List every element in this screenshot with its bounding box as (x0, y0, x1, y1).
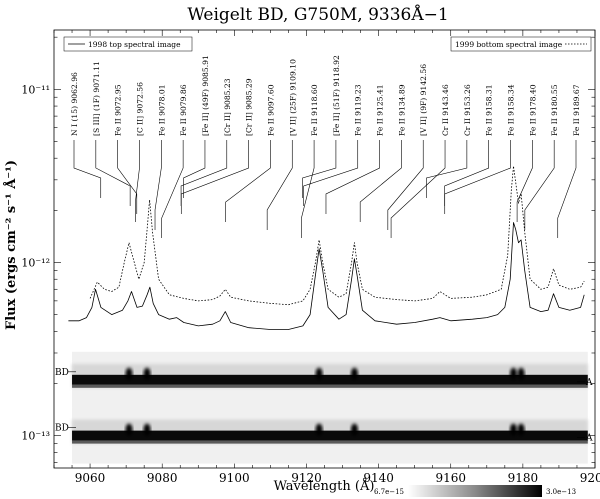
line-id-marker (444, 140, 511, 214)
line-id-label: Fe II 9072.95 (114, 84, 123, 136)
line-id-marker (180, 140, 228, 206)
line-id-label: Fe II 9158.31 (485, 84, 494, 136)
spectral-image-right-label: A (585, 378, 593, 388)
line-id-marker (390, 140, 446, 238)
line-id-marker (325, 140, 380, 214)
line-id-label: Fe II 9178.40 (528, 84, 537, 136)
line-id-marker (117, 140, 138, 214)
x-tick-label: 9100 (219, 471, 250, 485)
line-id-label: Fe II 9134.89 (397, 84, 406, 136)
emission-blob (125, 367, 133, 380)
legend-solid: 1998 top spectral image (63, 36, 193, 52)
spectral-image-2: BD A (55, 407, 593, 464)
line-id-marker (95, 140, 131, 206)
x-tick-label: 9160 (435, 471, 466, 485)
spectrum-series-1 (68, 222, 585, 330)
emission-blob (509, 423, 517, 436)
emission-blob (315, 367, 323, 380)
colorbar: 6.7e−15 3.0e−13 (374, 485, 576, 497)
line-id-label: Fe II 9097.60 (266, 84, 275, 136)
line-id-label: N I (15) 9062.96 (70, 72, 79, 136)
line-id-marker (225, 140, 271, 222)
emission-blob (143, 367, 151, 380)
line-id-marker (359, 140, 402, 222)
line-id-marker (73, 140, 102, 198)
legend-solid-label: 1998 top spectral image (88, 40, 181, 49)
line-id-label: Fe II 9118.60 (310, 84, 319, 136)
emission-blob (125, 423, 133, 436)
emission-blob (350, 367, 358, 380)
x-tick-label: 9080 (147, 471, 178, 485)
spectral-image-1: BD A (55, 351, 593, 408)
line-id-label: [S III] (1F) 9071.11 (92, 61, 101, 136)
line-id-label: [Cr II] 9085.29 (245, 78, 254, 136)
line-id-label: Cr II 9153.26 (463, 84, 472, 136)
line-id-marker (180, 140, 249, 214)
line-id-marker (161, 140, 184, 238)
y-axis-label: Flux (ergs cm⁻² s⁻¹ Å⁻¹) (3, 160, 19, 330)
spectral-image-left-label: BD (55, 424, 69, 434)
emission-blob (517, 423, 525, 436)
line-id-marker (426, 140, 468, 198)
line-id-marker (301, 140, 315, 238)
line-id-marker (557, 140, 577, 238)
line-id-marker (516, 140, 533, 222)
colorbar-min-label: 6.7e−15 (374, 488, 404, 496)
line-id-marker (302, 140, 337, 198)
y-tick-label: 10⁻¹² (21, 256, 50, 269)
x-tick-label: 9140 (363, 471, 394, 485)
x-tick-label: 9200 (580, 471, 600, 485)
legend-dotted: 1999 bottom spectral image (450, 36, 592, 52)
line-id-marker (135, 140, 140, 222)
x-tick-label: 9120 (291, 471, 322, 485)
y-tick-label: 10⁻¹³ (21, 430, 50, 443)
emission-blob (143, 423, 151, 436)
chart-title: Weigelt BD, G750M, 9336Å−1 (187, 4, 448, 25)
spectral-image-right-label: A (585, 434, 593, 444)
line-id-label: Fe II 9180.55 (550, 84, 559, 136)
line-id-label: Fe II 9158.34 (507, 84, 516, 136)
legend-dotted-label: 1999 bottom spectral image (455, 40, 563, 49)
spectral-image-left-label: BD (55, 368, 69, 378)
x-tick-label: 9060 (75, 471, 106, 485)
line-id-label: [Fe II] (51F) 9118.92 (332, 55, 341, 136)
emission-blob (517, 367, 525, 380)
line-id-label: Fe II 9125.41 (376, 84, 385, 136)
y-tick-label: 10⁻¹¹ (21, 83, 50, 96)
line-id-label: Cr II 9143.46 (441, 84, 450, 136)
line-id-label: [Fe II] (49F) 9085.91 (201, 55, 210, 136)
emission-blob (509, 367, 517, 380)
colorbar-max-label: 3.0e−13 (546, 488, 576, 496)
emission-blob (315, 423, 323, 436)
colorbar-gradient (408, 485, 542, 497)
line-id-label: Fe II 9189.67 (572, 84, 581, 136)
line-id-marker (154, 140, 162, 230)
emission-blob (350, 423, 358, 436)
line-id-marker (387, 140, 424, 230)
spectrum-series-2 (89, 165, 585, 306)
line-id-label: Fe II 9079.86 (179, 84, 188, 136)
x-axis-label: Wavelength (Å) (274, 478, 375, 494)
line-id-marker (183, 140, 206, 198)
line-id-label: [C II] 9072.56 (135, 82, 144, 136)
line-id-marker (266, 140, 293, 230)
x-tick-label: 9180 (508, 471, 539, 485)
line-id-label: [V II] (25F) 9109.10 (288, 59, 297, 136)
line-id-marker (524, 140, 555, 230)
line-id-label: [V II] (9F) 9142.56 (419, 64, 428, 136)
line-id-label: Fe II 9119.23 (354, 84, 363, 136)
line-id-label: [Cr II] 9085.23 (223, 78, 232, 136)
line-id-marker (303, 140, 359, 206)
line-id-label: Fe II 9078.01 (157, 84, 166, 136)
